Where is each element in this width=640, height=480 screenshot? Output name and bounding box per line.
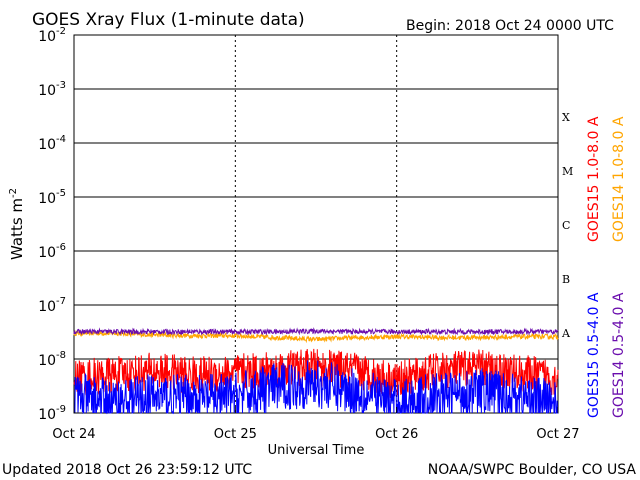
legend-goes15-long: GOES15 1.0-8.0 A [586,116,602,242]
y-tick-label: 10-5 [38,188,66,207]
y-tick-label: 10-2 [38,26,66,45]
flare-class-label: C [562,219,570,232]
y-tick-label: 10-8 [38,350,66,369]
flare-class-labels: X M C B A [561,111,573,340]
series-line-2 [73,329,559,344]
legend-goes15-short: GOES15 0.5-4.0 A [586,292,602,418]
credit-label: NOAA/SWPC Boulder, CO USA [428,462,637,478]
y-tick-label: 10-9 [38,404,66,423]
series-layer [73,327,559,415]
x-axis-label: Universal Time [268,443,365,458]
x-tick-label: Oct 26 [375,427,418,442]
y-tick-label: 10-4 [38,134,66,153]
x-tick-label: Oct 25 [214,427,257,442]
series-line-3 [73,360,559,415]
x-tick-labels: Oct 24 Oct 25 Oct 26 Oct 27 [52,407,580,442]
y-tick-label: 10-3 [38,80,66,99]
grid-lines [74,34,558,414]
legend-goes14-long: GOES14 1.0-8.0 A [611,116,627,242]
y-tick-label: 10-7 [38,296,66,315]
chart-title: GOES Xray Flux (1-minute data) [32,10,305,30]
y-tick-labels: 10-2 10-3 10-4 10-5 10-6 10-7 10-8 10-9 [38,26,80,423]
flare-class-label: A [561,327,571,340]
series-line-1 [73,348,559,398]
x-tick-label: Oct 27 [536,427,579,442]
updated-timestamp: Updated 2018 Oct 26 23:59:12 UTC [2,462,252,478]
series-line-4 [73,327,559,336]
plot-area [73,34,559,414]
flare-class-label: X [562,111,570,124]
y-tick-label: 10-6 [38,242,66,261]
y-axis-label: Watts m-2 [8,188,26,260]
legend-goes14-short: GOES14 0.5-4.0 A [611,292,627,418]
flare-class-label: M [562,165,573,178]
x-tick-label: Oct 24 [52,427,95,442]
begin-label: Begin: 2018 Oct 24 0000 UTC [406,18,614,34]
flare-class-label: B [562,273,570,286]
